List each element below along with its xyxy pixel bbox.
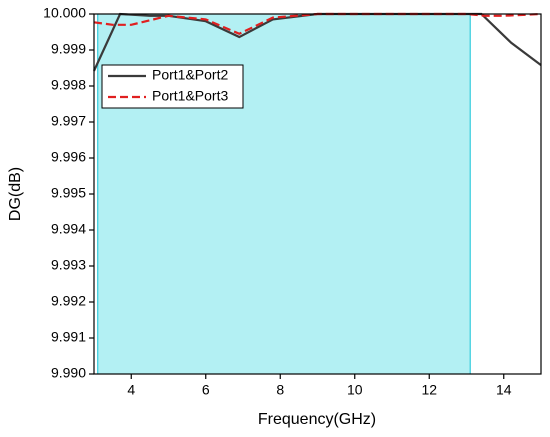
x-tick-label: 6 xyxy=(202,382,210,398)
x-tick-label: 14 xyxy=(496,382,512,398)
x-tick-label: 4 xyxy=(127,382,135,398)
legend-label: Port1&Port3 xyxy=(152,88,228,104)
y-tick-label: 9.992 xyxy=(51,293,86,309)
x-tick-label: 10 xyxy=(347,382,363,398)
y-tick-label: 9.991 xyxy=(51,329,86,345)
legend-box xyxy=(101,64,244,109)
y-tick-label: 9.999 xyxy=(51,41,86,57)
plot-frame xyxy=(93,13,542,375)
y-tick-label: 10.000 xyxy=(43,5,86,21)
y-tick-label: 9.993 xyxy=(51,257,86,273)
x-axis-title: Frequency(GHz) xyxy=(258,411,376,428)
x-tick-label: 12 xyxy=(421,382,437,398)
y-tick-label: 9.995 xyxy=(51,185,86,201)
y-tick-label: 9.994 xyxy=(51,221,86,237)
legend-label: Port1&Port2 xyxy=(152,67,228,83)
y-tick-label: 9.996 xyxy=(51,149,86,165)
y-tick-label: 9.998 xyxy=(51,77,86,93)
y-axis-title: DG(dB) xyxy=(7,167,24,221)
y-tick-label: 9.997 xyxy=(51,113,86,129)
y-tick-label: 9.990 xyxy=(51,365,86,381)
x-tick-label: 8 xyxy=(276,382,284,398)
